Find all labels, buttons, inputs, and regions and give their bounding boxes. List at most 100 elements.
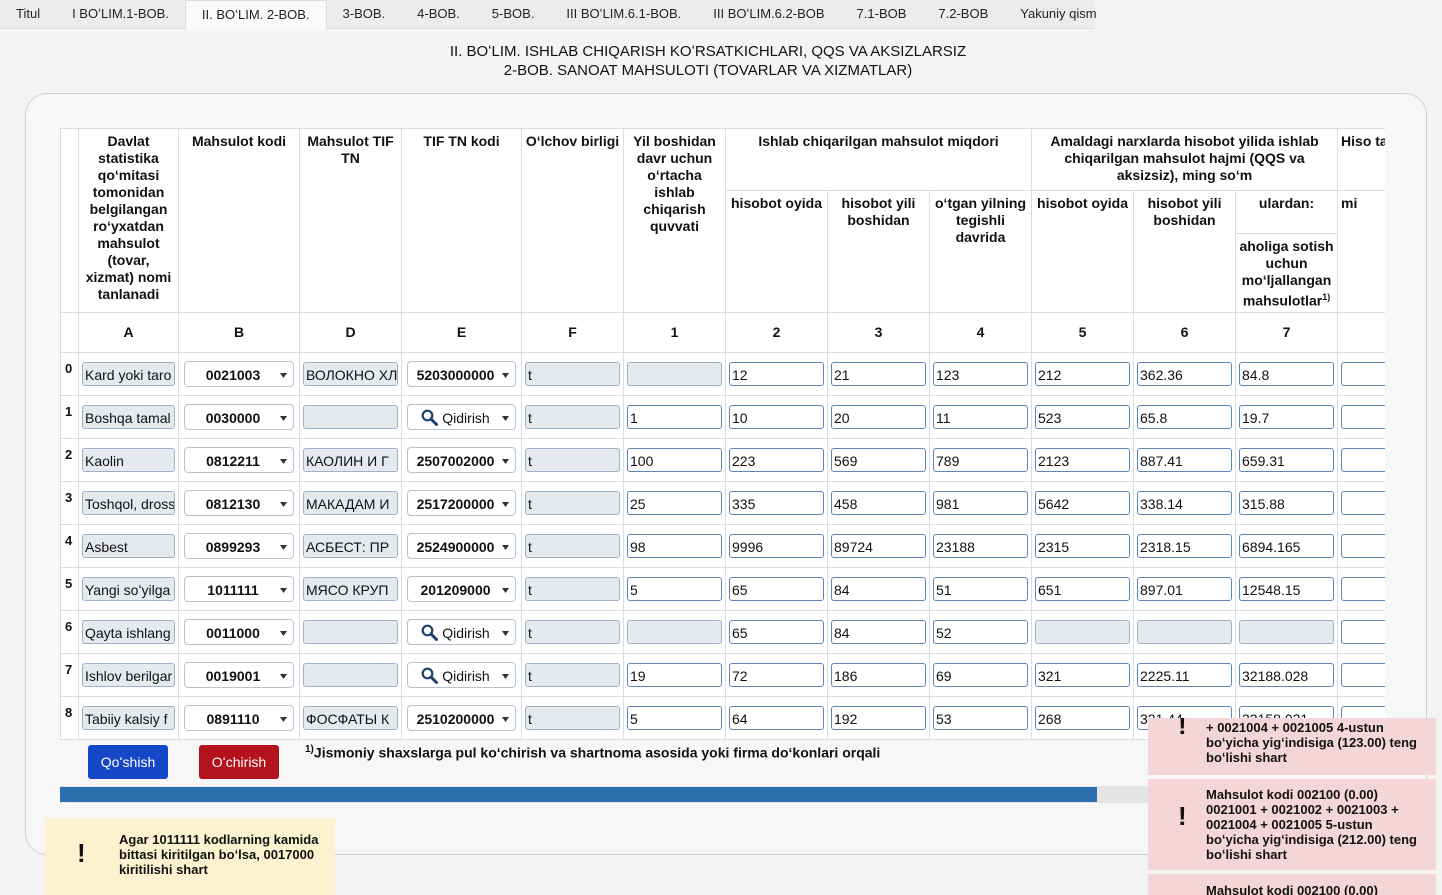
code-select[interactable]: 1011111 — [184, 576, 294, 602]
tif-select[interactable]: 2517200000 — [407, 490, 516, 516]
text-input[interactable] — [1341, 577, 1385, 601]
text-input[interactable]: 186 — [831, 663, 926, 687]
text-input[interactable]: 89724 — [831, 534, 926, 558]
text-input[interactable]: 789 — [933, 448, 1029, 472]
text-input[interactable]: 84.8 — [1239, 362, 1335, 386]
tab[interactable]: Yakuniy qism — [1020, 6, 1097, 21]
tif-select[interactable]: Qidirish — [407, 662, 516, 688]
text-input[interactable]: 569 — [831, 448, 926, 472]
code-select[interactable]: 0030000 — [184, 404, 294, 430]
tab[interactable]: 5-BOB. — [491, 6, 535, 21]
code-select[interactable]: 0891110 — [184, 705, 294, 731]
text-input[interactable]: 5642 — [1035, 491, 1131, 515]
text-input[interactable]: 52 — [933, 620, 1029, 644]
text-input[interactable]: 69 — [933, 663, 1029, 687]
text-input[interactable]: 2225.11 — [1137, 663, 1233, 687]
text-input[interactable]: 2315 — [1035, 534, 1131, 558]
text-input[interactable] — [1341, 362, 1385, 386]
text-input[interactable]: 23188 — [933, 534, 1029, 558]
text-input[interactable]: 523 — [1035, 405, 1131, 429]
code-select[interactable]: 0019001 — [184, 662, 294, 688]
text-input[interactable]: 897.01 — [1137, 577, 1233, 601]
text-input[interactable]: 64 — [729, 706, 824, 730]
text-input[interactable]: 21 — [831, 362, 926, 386]
text-input[interactable]: 362.36 — [1137, 362, 1233, 386]
text-input[interactable]: 887.41 — [1137, 448, 1233, 472]
delete-button[interactable]: Oʻchirish — [199, 745, 279, 779]
text-input[interactable]: 65 — [729, 620, 824, 644]
text-input[interactable]: 335 — [729, 491, 824, 515]
text-input[interactable]: 32188.028 — [1239, 663, 1335, 687]
text-input[interactable]: 51 — [933, 577, 1029, 601]
text-input[interactable]: 19.7 — [1239, 405, 1335, 429]
text-input[interactable]: 12548.15 — [1239, 577, 1335, 601]
text-input[interactable]: 84 — [831, 620, 926, 644]
tif-select[interactable]: 2510200000 — [407, 705, 516, 731]
text-input[interactable]: 100 — [627, 448, 722, 472]
text-input[interactable]: 315.88 — [1239, 491, 1335, 515]
tif-select[interactable]: 5203000000 — [407, 361, 516, 387]
text-input[interactable] — [1341, 620, 1385, 644]
code-select[interactable]: 0011000 — [184, 619, 294, 645]
text-input[interactable]: 5 — [627, 706, 722, 730]
text-input[interactable] — [1341, 448, 1385, 472]
text-input[interactable]: 458 — [831, 491, 926, 515]
alert-error[interactable]: ! Mahsulot kodi 002100 (0.00) 0021001 + … — [1148, 779, 1436, 870]
alert-error[interactable]: Mahsulot kodi 002100 (0.00) — [1148, 874, 1436, 895]
text-input[interactable]: 65.8 — [1137, 405, 1233, 429]
alert-error[interactable]: ! + 0021004 + 0021005 4-ustun boʻyicha y… — [1148, 718, 1436, 775]
text-input[interactable]: 123 — [933, 362, 1029, 386]
tab[interactable]: 7.2-BOB — [938, 6, 989, 21]
text-input[interactable]: 192 — [831, 706, 926, 730]
tif-select[interactable]: 201209000 — [407, 576, 516, 602]
scrollbar-thumb[interactable] — [60, 787, 1097, 802]
text-input[interactable]: 5 — [627, 577, 722, 601]
text-input[interactable]: 53 — [933, 706, 1029, 730]
tab[interactable]: III BOʻLIM.6.1-BOB. — [566, 6, 682, 21]
tab[interactable]: 7.1-BOB — [856, 6, 907, 21]
tif-select[interactable]: 2507002000 — [407, 447, 516, 473]
text-input[interactable]: 212 — [1035, 362, 1131, 386]
text-input[interactable]: 9996 — [729, 534, 824, 558]
add-button[interactable]: Qoʻshish — [88, 745, 168, 779]
text-input[interactable]: 25 — [627, 491, 722, 515]
text-input[interactable]: 268 — [1035, 706, 1131, 730]
text-input[interactable]: 2123 — [1035, 448, 1131, 472]
text-input[interactable]: 6894.165 — [1239, 534, 1335, 558]
text-input[interactable] — [1341, 534, 1385, 558]
code-select[interactable]: 0021003 — [184, 361, 294, 387]
tif-select[interactable]: Qidirish — [407, 404, 516, 430]
alert-warning[interactable]: ! Agar 1011111 kodlarning kamida bittasi… — [45, 818, 335, 895]
text-input[interactable]: 659.31 — [1239, 448, 1335, 472]
text-input[interactable]: 981 — [933, 491, 1029, 515]
code-select[interactable]: 0812211 — [184, 447, 294, 473]
text-input[interactable]: 651 — [1035, 577, 1131, 601]
text-input[interactable]: 223 — [729, 448, 824, 472]
text-input[interactable]: 19 — [627, 663, 722, 687]
text-input[interactable] — [1341, 663, 1385, 687]
code-select[interactable]: 0812130 — [184, 490, 294, 516]
code-select[interactable]: 0899293 — [184, 533, 294, 559]
text-input[interactable]: 338.14 — [1137, 491, 1233, 515]
text-input[interactable]: 84 — [831, 577, 926, 601]
tab[interactable]: Titul — [16, 6, 41, 21]
tab[interactable]: III BOʻLIM.6.2-BOB — [713, 6, 825, 21]
tab[interactable]: 4-BOB. — [417, 6, 460, 21]
text-input[interactable]: 65 — [729, 577, 824, 601]
tif-select[interactable]: 2524900000 — [407, 533, 516, 559]
text-input[interactable]: 321 — [1035, 663, 1131, 687]
text-input[interactable]: 10 — [729, 405, 824, 429]
text-input[interactable]: 1 — [627, 405, 722, 429]
text-input[interactable]: 12 — [729, 362, 824, 386]
text-input[interactable]: 72 — [729, 663, 824, 687]
text-input[interactable] — [1341, 405, 1385, 429]
text-input[interactable]: 2318.15 — [1137, 534, 1233, 558]
tif-select[interactable]: Qidirish — [407, 619, 516, 645]
tab[interactable]: I BOʻLIM.1-BOB. — [72, 6, 169, 21]
text-input[interactable] — [1341, 491, 1385, 515]
tab[interactable]: 3-BOB. — [342, 6, 386, 21]
text-input[interactable]: 98 — [627, 534, 722, 558]
text-input[interactable]: 20 — [831, 405, 926, 429]
tab[interactable]: II. BOʻLIM. 2-BOB. — [184, 0, 327, 29]
text-input[interactable]: 11 — [933, 405, 1029, 429]
